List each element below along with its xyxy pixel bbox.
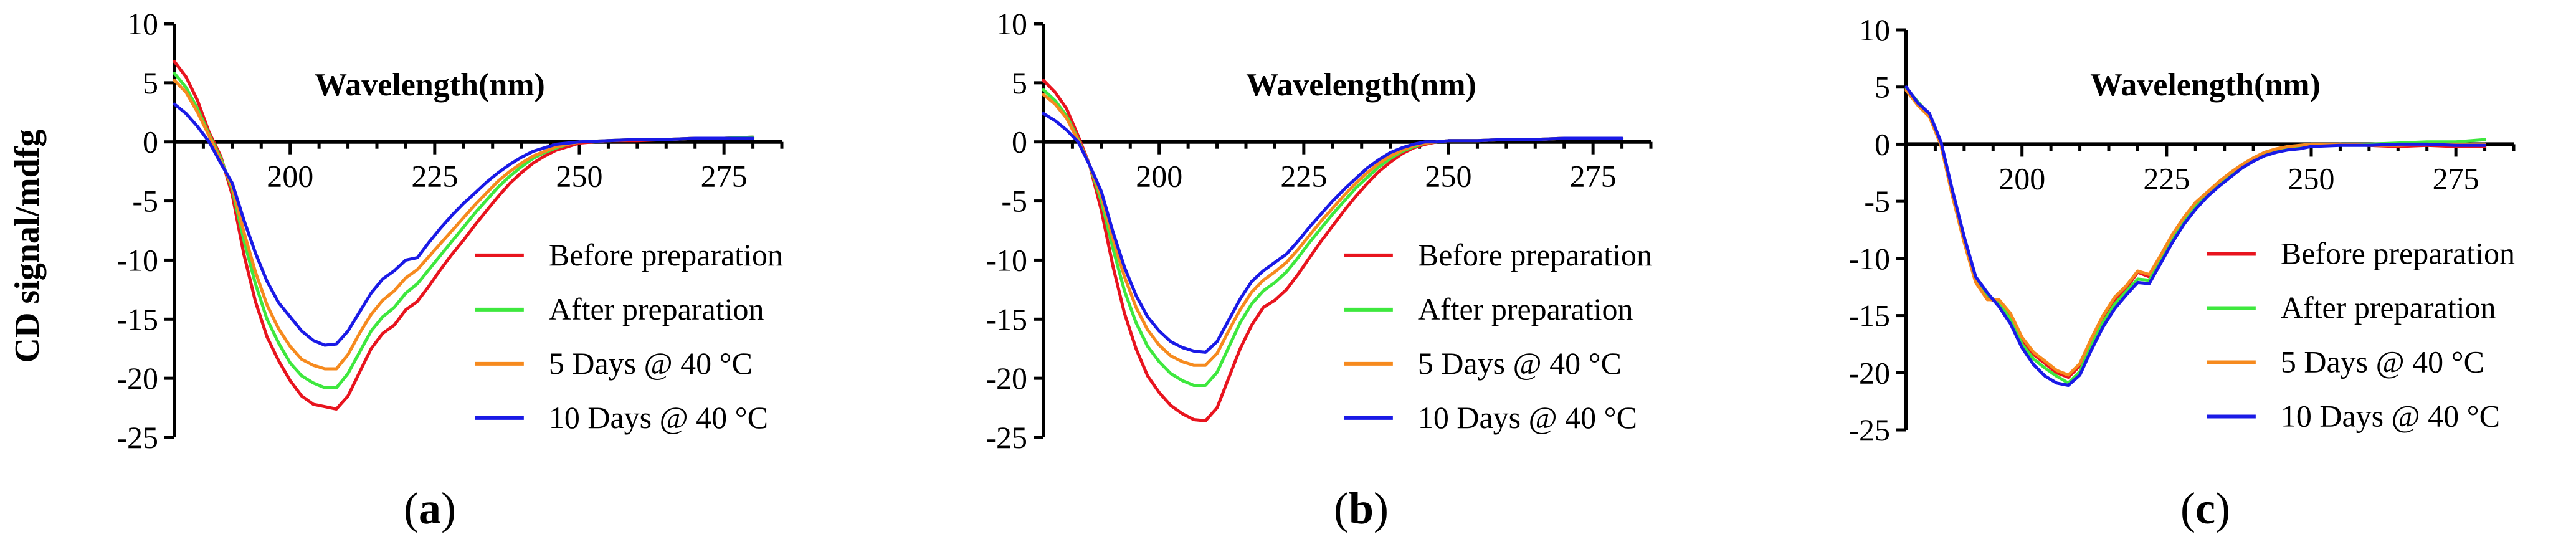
y-tick-label: 0	[1012, 125, 1027, 159]
series-line-3	[1904, 88, 2487, 377]
x-tick-label: 250	[2288, 161, 2335, 196]
x-tick-label: 250	[1425, 159, 1472, 194]
chart-panels: 10 5 0 -5 -10 -15 -20 -25 200 225 250 275 Wavelength…	[116, 6, 2516, 533]
y-tick-label: -10	[1848, 241, 1890, 276]
y-tick-label: -15	[986, 302, 1027, 336]
series-line-2	[173, 72, 755, 389]
chart-panel-c: 10 5 0 -5 -10 -15 -20 -25 200 225 250 275 Wavelength…	[1848, 12, 2516, 533]
y-tick-label: -25	[116, 420, 158, 455]
y-tick-label: 0	[1875, 126, 1890, 161]
y-tick-label: -20	[986, 361, 1027, 396]
legend-label: Before preparation	[549, 237, 783, 272]
series-line-1	[1904, 87, 2487, 379]
series-line-4	[173, 102, 755, 347]
x-tick-label: 275	[1570, 159, 1617, 194]
x-tick-label: 225	[411, 159, 458, 194]
y-tick-label: -25	[986, 420, 1027, 455]
y-tick-label: -20	[1848, 355, 1890, 390]
x-tick-label: 200	[1999, 161, 2045, 196]
legend-label: Before preparation	[1418, 237, 1652, 272]
series-line-4	[1042, 112, 1624, 354]
y-tick-label: -20	[116, 361, 158, 396]
y-tick-label: 0	[143, 125, 158, 159]
y-tick-label: -15	[116, 302, 158, 336]
legend-label: After preparation	[1418, 292, 1633, 326]
legend-label: 5 Days @ 40 °C	[2281, 345, 2484, 379]
y-tick-label: 5	[143, 65, 158, 100]
x-tick-label: 275	[701, 159, 748, 194]
y-tick-label: 10	[127, 6, 158, 41]
legend-label: 10 Days @ 40 °C	[2281, 399, 2500, 434]
y-tick-label: -10	[986, 242, 1027, 277]
y-tick-label: 5	[1012, 65, 1027, 100]
y-tick-label: 10	[1859, 12, 1890, 47]
panel-letter: a	[419, 483, 441, 533]
y-tick-label: 10	[996, 6, 1027, 41]
legend-label: 5 Days @ 40 °C	[549, 346, 753, 381]
y-tick-label: -25	[1848, 412, 1890, 447]
series-line-4	[1904, 85, 2487, 387]
panel-label: (b)	[1334, 483, 1389, 533]
panel-label: (c)	[2180, 483, 2230, 533]
y-tick-label: -15	[1848, 298, 1890, 333]
x-tick-label: 275	[2433, 161, 2479, 196]
y-tick-label: -5	[132, 184, 158, 219]
x-tick-label: 250	[556, 159, 603, 194]
legend-label: Before preparation	[2281, 236, 2515, 271]
x-tick-label: 200	[1136, 159, 1182, 194]
series-line-1	[173, 60, 755, 411]
legend-label: 10 Days @ 40 °C	[549, 400, 768, 435]
legend-label: After preparation	[549, 292, 764, 326]
y-tick-label: -5	[1864, 184, 1890, 219]
panel-letter: c	[2195, 483, 2215, 533]
chart-panel-a: 10 5 0 -5 -10 -15 -20 -25 200 225 250 275 Wavelength…	[116, 6, 784, 533]
y-tick-label: -5	[1001, 184, 1027, 219]
legend-label: After preparation	[2281, 290, 2496, 325]
shared-y-axis-label: CD signal/mdfg	[8, 130, 47, 363]
y-tick-label: -10	[116, 242, 158, 277]
x-axis-title: Wavelength(nm)	[315, 67, 545, 103]
panel-letter: b	[1349, 483, 1374, 533]
x-tick-label: 200	[267, 159, 313, 194]
x-tick-label: 225	[1280, 159, 1327, 194]
panel-label: (a)	[404, 483, 456, 533]
y-tick-label: 5	[1875, 70, 1890, 105]
legend-label: 10 Days @ 40 °C	[1418, 400, 1637, 435]
x-tick-label: 225	[2143, 161, 2190, 196]
legend-label: 5 Days @ 40 °C	[1418, 346, 1622, 381]
chart-panel-b: 10 5 0 -5 -10 -15 -20 -25 200 225 250 275 Wavelength…	[986, 6, 1653, 533]
x-axis-title: Wavelength(nm)	[2090, 67, 2321, 103]
x-axis-title: Wavelength(nm)	[1246, 67, 1476, 103]
